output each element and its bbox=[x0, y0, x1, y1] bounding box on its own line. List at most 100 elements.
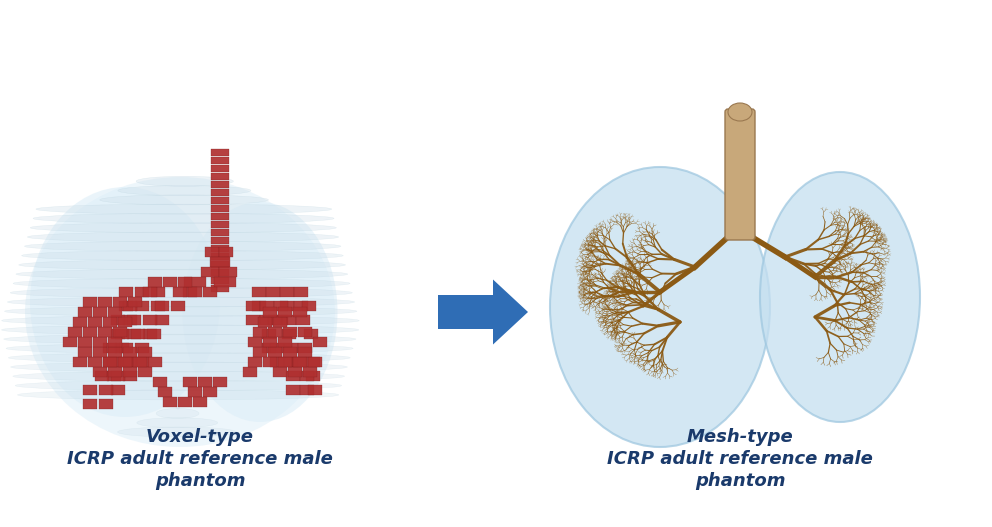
Bar bbox=[183, 377, 197, 387]
FancyBboxPatch shape bbox=[725, 109, 755, 240]
Ellipse shape bbox=[30, 223, 336, 233]
Ellipse shape bbox=[13, 278, 350, 288]
Bar bbox=[211, 260, 229, 268]
Bar bbox=[93, 347, 107, 357]
Ellipse shape bbox=[136, 177, 233, 186]
Bar bbox=[211, 212, 229, 220]
Bar bbox=[302, 301, 316, 311]
Bar bbox=[138, 347, 152, 357]
Bar bbox=[284, 357, 298, 367]
Bar bbox=[163, 277, 177, 287]
Bar bbox=[173, 287, 187, 297]
Bar bbox=[108, 347, 122, 357]
Bar bbox=[273, 317, 287, 327]
Bar bbox=[99, 385, 113, 395]
Bar bbox=[99, 399, 113, 409]
Bar bbox=[278, 357, 292, 367]
Bar bbox=[143, 287, 157, 297]
Bar bbox=[155, 315, 169, 325]
Bar bbox=[300, 385, 314, 395]
Text: phantom: phantom bbox=[694, 472, 786, 490]
Bar bbox=[214, 277, 236, 287]
Ellipse shape bbox=[18, 390, 339, 400]
Bar bbox=[211, 172, 229, 180]
Bar bbox=[111, 329, 125, 339]
Bar bbox=[148, 277, 162, 287]
Bar bbox=[171, 301, 185, 311]
Bar bbox=[123, 367, 137, 377]
Bar bbox=[193, 397, 207, 407]
Ellipse shape bbox=[25, 177, 335, 447]
Bar bbox=[118, 317, 132, 327]
Bar bbox=[113, 327, 127, 337]
Bar bbox=[147, 329, 161, 339]
Bar bbox=[298, 327, 312, 337]
Bar bbox=[246, 315, 260, 325]
Bar bbox=[135, 343, 149, 353]
Ellipse shape bbox=[30, 187, 220, 417]
Bar bbox=[248, 357, 262, 367]
Bar bbox=[83, 297, 97, 307]
Bar bbox=[163, 397, 177, 407]
Bar bbox=[119, 301, 133, 311]
Bar bbox=[248, 337, 262, 347]
Bar bbox=[103, 357, 117, 367]
Ellipse shape bbox=[10, 288, 352, 298]
Bar bbox=[188, 287, 202, 297]
Text: Mesh-type: Mesh-type bbox=[686, 428, 794, 446]
Bar bbox=[286, 385, 300, 395]
Ellipse shape bbox=[100, 195, 269, 205]
Bar bbox=[278, 337, 292, 347]
Ellipse shape bbox=[728, 103, 752, 121]
Bar bbox=[123, 301, 137, 311]
Bar bbox=[135, 357, 149, 367]
Bar bbox=[73, 357, 87, 367]
Bar bbox=[184, 277, 206, 287]
Ellipse shape bbox=[13, 372, 344, 382]
Bar bbox=[308, 357, 322, 367]
Bar bbox=[262, 343, 276, 353]
Bar bbox=[123, 347, 137, 357]
Bar bbox=[135, 287, 149, 297]
Ellipse shape bbox=[7, 297, 354, 307]
Ellipse shape bbox=[8, 353, 350, 363]
Bar bbox=[308, 385, 322, 395]
Bar bbox=[135, 301, 149, 311]
Bar bbox=[103, 343, 117, 353]
Bar bbox=[268, 347, 282, 357]
Ellipse shape bbox=[117, 427, 236, 437]
Bar bbox=[211, 220, 229, 228]
Bar bbox=[293, 357, 307, 367]
Bar bbox=[211, 245, 229, 251]
Bar bbox=[253, 347, 267, 357]
Bar bbox=[158, 387, 172, 397]
Bar bbox=[293, 307, 307, 317]
Bar bbox=[133, 357, 147, 367]
Bar bbox=[111, 315, 125, 325]
Bar bbox=[203, 287, 217, 297]
Bar bbox=[128, 297, 142, 307]
Bar bbox=[219, 267, 237, 277]
Bar bbox=[138, 367, 152, 377]
Bar bbox=[201, 267, 219, 277]
Bar bbox=[268, 315, 282, 325]
Bar bbox=[219, 247, 233, 257]
Bar bbox=[178, 397, 192, 407]
Bar bbox=[298, 343, 312, 353]
Bar bbox=[306, 357, 320, 367]
Bar bbox=[263, 357, 277, 367]
Bar bbox=[263, 337, 277, 347]
Bar bbox=[262, 329, 276, 339]
Bar bbox=[211, 164, 229, 171]
Ellipse shape bbox=[36, 204, 331, 214]
Bar bbox=[68, 327, 82, 337]
Bar bbox=[284, 343, 298, 353]
Bar bbox=[205, 247, 219, 257]
Ellipse shape bbox=[156, 408, 199, 418]
Bar bbox=[211, 181, 229, 188]
Bar bbox=[83, 385, 97, 395]
Bar bbox=[260, 301, 274, 311]
Ellipse shape bbox=[760, 172, 920, 422]
Ellipse shape bbox=[11, 362, 347, 372]
Bar bbox=[119, 357, 133, 367]
